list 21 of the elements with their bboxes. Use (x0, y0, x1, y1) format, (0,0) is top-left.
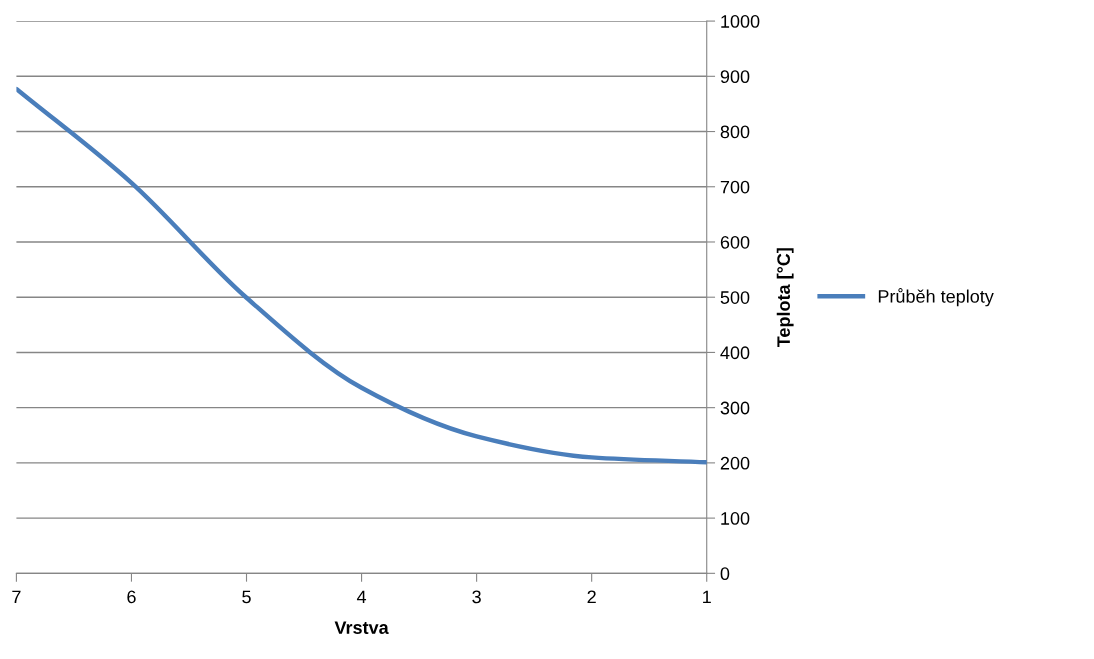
x-tick-label: 3 (472, 590, 481, 604)
y-tick-label: 500 (720, 291, 750, 304)
y-tick-label: 700 (720, 180, 750, 194)
x-tick-label: 1 (703, 590, 711, 604)
y-tick-label: 100 (721, 512, 750, 525)
y-tick-label: 200 (720, 456, 750, 470)
y-tick-label: 300 (720, 401, 750, 415)
x-tick-label: 4 (356, 590, 367, 604)
legend-label: Průběh teploty (878, 288, 994, 307)
y-tick-label: 900 (720, 70, 750, 84)
y-tick-label: 600 (720, 235, 750, 249)
x-tick-label: 2 (587, 590, 596, 604)
x-tick-label: 5 (242, 590, 251, 604)
x-tick-label: 6 (127, 590, 136, 604)
x-tick-label: 7 (12, 590, 21, 604)
y-tick-label: 1000 (721, 15, 760, 28)
y-tick-label: 400 (720, 346, 750, 360)
y-tick-label: 0 (720, 567, 730, 581)
y-axis-title: Teplota [°C] (776, 248, 794, 348)
y-tick-label: 800 (720, 125, 750, 139)
x-axis-title: Vrstva (334, 621, 389, 634)
